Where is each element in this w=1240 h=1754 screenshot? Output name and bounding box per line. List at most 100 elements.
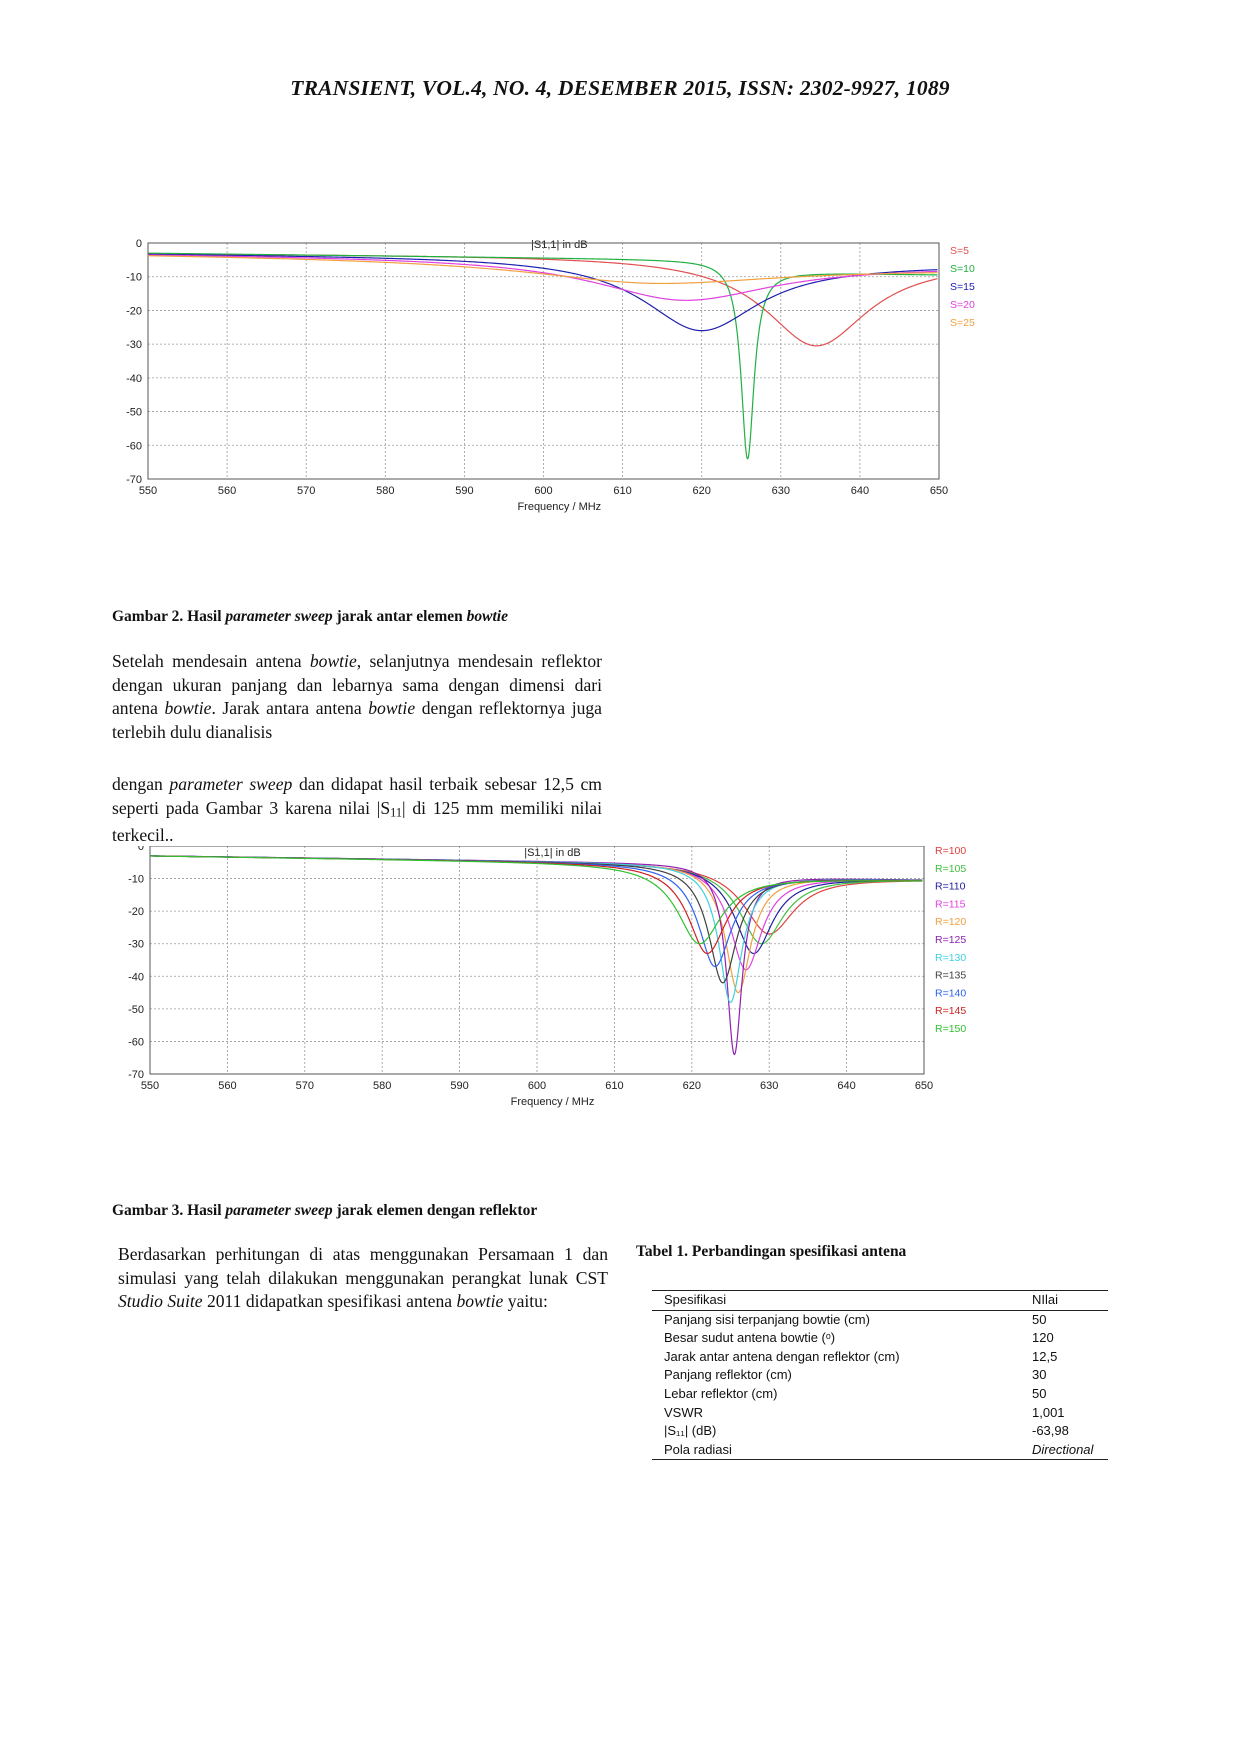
figure-2-chart: |S1,1| in dB 0 -10 -20 -30 -40 -50 -60 -70 550 560… xyxy=(115,238,1115,583)
x-tick-label: 620 xyxy=(683,1080,701,1092)
spec-value-cell: 50 xyxy=(1032,1385,1047,1401)
spec-value-cell: Directional xyxy=(1032,1441,1094,1457)
y-tick-label: -40 xyxy=(126,373,142,385)
legend-entry: S=20 xyxy=(950,299,975,311)
y-tick-label: -60 xyxy=(128,1036,144,1048)
plot-frame xyxy=(147,242,940,480)
paragraph-1: Setelah mendesain antena bowtie, selanju… xyxy=(112,651,602,742)
paragraph-3: Berdasarkan perhitungan di atas mengguna… xyxy=(118,1244,608,1311)
chart-title: |S1,1| in dB xyxy=(531,239,587,251)
x-tick-label: 650 xyxy=(930,485,948,497)
y-tick-label: 0 xyxy=(136,238,142,250)
y-tick-label: -60 xyxy=(126,440,142,452)
series-line xyxy=(149,855,923,945)
series-line xyxy=(149,855,923,955)
series-line xyxy=(147,255,938,285)
series-line xyxy=(147,252,938,460)
y-tick-label: -50 xyxy=(126,407,142,419)
spec-name-cell: Panjang sisi terpanjang bowtie (cm) xyxy=(664,1311,870,1327)
y-tick-label: -10 xyxy=(126,272,142,284)
paragraph-2: dengan parameter sweep dan didapat hasil… xyxy=(112,774,602,846)
y-tick-label: -30 xyxy=(128,939,144,951)
x-tick-label: 630 xyxy=(772,485,790,497)
y-tick-label: -20 xyxy=(128,906,144,918)
x-tick-label: 550 xyxy=(141,1080,159,1092)
y-tick-label: -70 xyxy=(126,474,142,486)
spec-value-cell: 12,5 xyxy=(1032,1348,1058,1364)
legend-entry: R=145 xyxy=(935,1005,966,1017)
y-tick-label: 0 xyxy=(138,846,144,853)
x-tick-label: 650 xyxy=(915,1080,933,1092)
legend-entry: R=135 xyxy=(935,970,966,982)
legend-entry: R=105 xyxy=(935,863,966,875)
spec-value-cell: 1,001 xyxy=(1032,1404,1065,1420)
legend-entry: S=10 xyxy=(950,263,975,275)
legend-entry: S=5 xyxy=(950,245,969,257)
table-1-title: Tabel 1. Perbandingan spesifikasi antena xyxy=(636,1243,907,1260)
spec-name-cell: Besar sudut antena bowtie (ᵒ) xyxy=(664,1330,836,1346)
x-tick-label: 560 xyxy=(218,1080,236,1092)
series-line xyxy=(149,855,923,984)
y-tick-label: -50 xyxy=(128,1004,144,1016)
x-tick-label: 570 xyxy=(296,1080,314,1092)
series-line xyxy=(149,855,923,971)
plot-frame xyxy=(149,846,925,1075)
legend-entry: R=110 xyxy=(935,881,966,893)
legend-entry: R=115 xyxy=(935,898,966,910)
table-row: VSWR 1,001 xyxy=(652,1404,1108,1423)
legend-entry: R=130 xyxy=(935,952,966,964)
spec-name-cell: Lebar reflektor (cm) xyxy=(664,1385,778,1401)
figure-2-caption: Gambar 2. Hasil parameter sweep jarak an… xyxy=(112,608,508,625)
spec-name-cell: Jarak antar antena dengan reflektor (cm) xyxy=(664,1348,900,1364)
figure-3-chart: |S1,1| in dB 0 -10 -20 -30 -40 -50 -60 -70 550 560… xyxy=(115,846,1115,1186)
legend-entry: R=125 xyxy=(935,934,966,946)
series-line xyxy=(147,253,938,332)
table-row: Besar sudut antena bowtie (ᵒ) 120 xyxy=(652,1329,1108,1348)
x-tick-label: 590 xyxy=(455,485,473,497)
header-nilai: NIlai xyxy=(1032,1292,1059,1307)
spec-table: Spesifikasi NIlai Panjang sisi terpanjan… xyxy=(652,1290,1108,1460)
legend-entry: S=15 xyxy=(950,281,975,293)
x-tick-label: 600 xyxy=(528,1080,546,1092)
series-line xyxy=(149,855,923,935)
legend-entry: R=150 xyxy=(935,1023,966,1035)
x-tick-label: 560 xyxy=(218,485,236,497)
legend-entry: S=25 xyxy=(950,317,975,329)
legend-entry: R=120 xyxy=(935,916,966,928)
chart-title: |S1,1| in dB xyxy=(524,847,580,859)
spec-value-cell: -63,98 xyxy=(1032,1423,1069,1439)
x-tick-label: 610 xyxy=(605,1080,623,1092)
table-row: Panjang reflektor (cm) 30 xyxy=(652,1366,1108,1385)
series-line xyxy=(147,254,938,301)
x-tick-label: 580 xyxy=(376,485,394,497)
running-header: TRANSIENT, VOL.4, NO. 4, DESEMBER 2015, … xyxy=(290,76,950,100)
spec-name-cell: Panjang reflektor (cm) xyxy=(664,1367,792,1383)
table-1: Spesifikasi NIlai Panjang sisi terpanjan… xyxy=(652,1290,1108,1460)
x-tick-label: 550 xyxy=(139,485,157,497)
table-row: Jarak antar antena dengan reflektor (cm)… xyxy=(652,1348,1108,1367)
x-tick-label: 590 xyxy=(450,1080,468,1092)
table-row: Lebar reflektor (cm) 50 xyxy=(652,1385,1108,1404)
spec-name-cell: Pola radiasi xyxy=(664,1441,732,1457)
table-header-row: Spesifikasi NIlai xyxy=(652,1290,1108,1311)
x-tick-label: 610 xyxy=(613,485,631,497)
series-line xyxy=(149,855,923,955)
y-tick-label: -70 xyxy=(128,1069,144,1081)
spec-name-cell: |S₁₁| (dB) xyxy=(664,1423,717,1439)
x-axis-label: Frequency / MHz xyxy=(511,1096,595,1108)
x-tick-label: 640 xyxy=(837,1080,855,1092)
legend-entry: R=140 xyxy=(935,987,966,999)
y-tick-label: -40 xyxy=(128,971,144,983)
series-line xyxy=(149,855,923,994)
spec-name-cell: VSWR xyxy=(664,1404,703,1420)
legend-entry: R=100 xyxy=(935,846,966,857)
x-tick-label: 580 xyxy=(373,1080,391,1092)
spec-value-cell: 120 xyxy=(1032,1330,1054,1346)
table-row: |S₁₁| (dB) -63,98 xyxy=(652,1422,1108,1441)
figure-3-caption: Gambar 3. Hasil parameter sweep jarak el… xyxy=(112,1202,538,1219)
spec-value-cell: 50 xyxy=(1032,1311,1047,1327)
series-line xyxy=(149,855,923,1003)
y-tick-label: -10 xyxy=(128,874,144,886)
